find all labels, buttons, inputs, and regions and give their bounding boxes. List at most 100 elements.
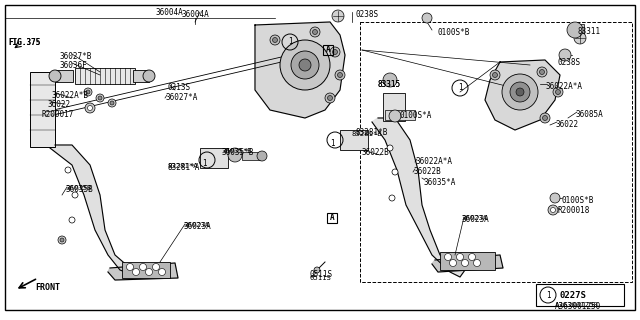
Circle shape — [85, 103, 95, 113]
Circle shape — [574, 32, 586, 44]
Circle shape — [490, 70, 500, 80]
Circle shape — [291, 51, 319, 79]
Circle shape — [110, 101, 114, 105]
Text: 0238S: 0238S — [558, 58, 581, 67]
Circle shape — [60, 238, 64, 242]
Text: 0100S*B: 0100S*B — [562, 196, 595, 205]
Text: 83281*B: 83281*B — [355, 128, 387, 137]
Text: A: A — [326, 45, 330, 54]
Circle shape — [493, 73, 497, 77]
Circle shape — [537, 67, 547, 77]
Text: 36027*B: 36027*B — [60, 52, 92, 61]
Text: R200018: R200018 — [558, 206, 590, 215]
Circle shape — [58, 236, 66, 244]
Bar — [360, 22, 632, 282]
Text: 36022B: 36022B — [413, 167, 441, 176]
Polygon shape — [485, 60, 560, 130]
Circle shape — [140, 263, 147, 270]
Text: 36022: 36022 — [48, 100, 71, 109]
Text: 0227S: 0227S — [560, 291, 587, 300]
Text: 36023A: 36023A — [183, 222, 209, 228]
Text: 36035B: 36035B — [65, 185, 92, 191]
Text: 36022: 36022 — [555, 120, 578, 129]
Text: 0511S: 0511S — [309, 275, 331, 281]
Circle shape — [502, 74, 538, 110]
Text: 83281*B: 83281*B — [352, 131, 383, 137]
Polygon shape — [108, 263, 178, 280]
Bar — [385, 110, 415, 120]
Polygon shape — [255, 22, 345, 118]
Circle shape — [228, 148, 242, 162]
Text: 83311: 83311 — [578, 27, 601, 36]
Bar — [383, 93, 405, 121]
Circle shape — [449, 260, 456, 267]
Text: 0100S*B: 0100S*B — [438, 28, 470, 37]
Bar — [75, 68, 135, 84]
Circle shape — [333, 50, 337, 54]
Polygon shape — [372, 118, 465, 277]
Text: FIG.375: FIG.375 — [8, 38, 40, 47]
Text: A363001250: A363001250 — [555, 302, 599, 308]
Circle shape — [127, 263, 134, 270]
Text: 36035B: 36035B — [65, 185, 93, 194]
Circle shape — [152, 263, 159, 270]
Circle shape — [567, 22, 583, 38]
Circle shape — [389, 195, 395, 201]
Text: 36022B: 36022B — [362, 148, 390, 157]
Text: 36004A: 36004A — [181, 10, 209, 19]
Bar — [55, 70, 73, 82]
Circle shape — [96, 94, 104, 102]
Circle shape — [299, 59, 311, 71]
Circle shape — [543, 116, 547, 121]
Text: 36004A: 36004A — [155, 8, 183, 17]
Circle shape — [280, 40, 330, 90]
Text: 83315: 83315 — [378, 80, 401, 89]
Circle shape — [159, 268, 166, 276]
Text: 36022A*A: 36022A*A — [545, 82, 582, 91]
Text: 36035*A: 36035*A — [423, 178, 456, 187]
Bar — [327, 213, 337, 223]
Circle shape — [330, 47, 340, 57]
Circle shape — [548, 205, 558, 215]
Polygon shape — [432, 255, 503, 272]
Circle shape — [553, 87, 563, 97]
Circle shape — [65, 167, 71, 173]
Bar — [133, 70, 149, 82]
Circle shape — [257, 151, 267, 161]
Circle shape — [132, 268, 140, 276]
Circle shape — [474, 260, 481, 267]
Bar — [200, 148, 228, 168]
Circle shape — [392, 169, 398, 175]
Circle shape — [550, 207, 556, 212]
Bar — [122, 262, 170, 278]
Text: 36022A*B: 36022A*B — [52, 91, 89, 100]
Text: 1: 1 — [330, 139, 334, 148]
Text: 83281*A: 83281*A — [167, 163, 198, 169]
Circle shape — [456, 253, 463, 260]
Text: 1: 1 — [202, 158, 206, 167]
Text: A363001250: A363001250 — [555, 302, 601, 311]
Circle shape — [389, 110, 401, 122]
Circle shape — [98, 96, 102, 100]
Circle shape — [143, 70, 155, 82]
Text: 83281*A: 83281*A — [167, 163, 200, 172]
Circle shape — [422, 13, 432, 23]
Bar — [30, 72, 55, 147]
Text: 36027*A: 36027*A — [165, 93, 197, 102]
Bar — [536, 284, 624, 306]
Circle shape — [337, 73, 342, 77]
Circle shape — [445, 253, 451, 260]
Circle shape — [69, 217, 75, 223]
Text: 36022A*A: 36022A*A — [415, 157, 452, 166]
Circle shape — [145, 268, 152, 276]
Circle shape — [325, 93, 335, 103]
Text: 36035*B: 36035*B — [222, 148, 254, 157]
Circle shape — [383, 73, 397, 87]
Bar — [570, 24, 584, 36]
Bar — [440, 252, 495, 270]
Text: 36023A: 36023A — [462, 215, 488, 221]
Circle shape — [510, 82, 530, 102]
Text: 83315: 83315 — [378, 80, 401, 89]
Circle shape — [88, 106, 93, 110]
Text: FIG.375: FIG.375 — [8, 38, 40, 47]
